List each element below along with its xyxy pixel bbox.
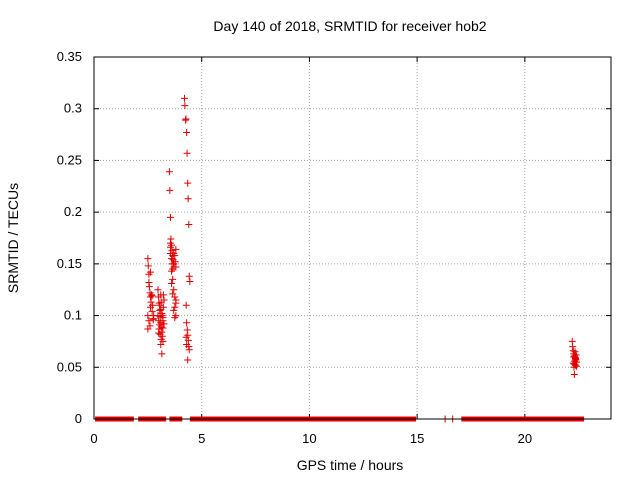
data-point [184, 356, 192, 364]
data-point [154, 286, 162, 294]
x-tick-label: 10 [302, 431, 316, 446]
x-tick-label: 15 [410, 431, 424, 446]
data-point [185, 272, 193, 280]
data-point [166, 213, 174, 221]
data-point [569, 343, 577, 351]
data-point [168, 246, 176, 254]
data-point [166, 186, 174, 194]
data-point [148, 292, 156, 300]
data-point [165, 168, 173, 176]
data-point [181, 102, 189, 110]
data-point [160, 320, 168, 328]
data-point [570, 353, 578, 361]
y-tick-label: 0.3 [64, 101, 82, 116]
data-point [184, 195, 192, 203]
grid [94, 57, 611, 419]
data-point [185, 346, 193, 354]
data-point [147, 298, 155, 306]
data-point [170, 286, 178, 294]
data-point [156, 321, 164, 329]
data-point [145, 317, 153, 325]
x-tick-label: 5 [198, 431, 205, 446]
data-point [572, 358, 580, 366]
data-point [166, 239, 174, 247]
data-point [146, 268, 154, 276]
y-tick-label: 0.35 [57, 49, 82, 64]
data-point [185, 221, 193, 229]
plot-border [93, 56, 612, 420]
data-point [156, 301, 164, 309]
data-point [168, 280, 176, 288]
y-tick-label: 0.25 [57, 152, 82, 167]
data-point [168, 267, 176, 275]
data-point [155, 329, 163, 337]
data-point [159, 303, 167, 311]
data-point [182, 333, 190, 341]
data-point [170, 260, 178, 268]
data-point [148, 291, 156, 299]
data-point [183, 341, 191, 349]
data-point [149, 315, 157, 323]
data-point [148, 307, 156, 315]
data-point [149, 301, 157, 309]
data-point [172, 312, 180, 320]
y-tick-label: 0.15 [57, 256, 82, 271]
chart-title: Day 140 of 2018, SRMTID for receiver hob… [213, 18, 486, 34]
data-point [183, 129, 191, 137]
y-axis-title: SRMTID / TECUs [5, 183, 21, 293]
data-point [171, 303, 179, 311]
data-point [170, 306, 178, 314]
data-point [183, 149, 191, 157]
data-point [157, 341, 165, 349]
data-point [157, 291, 165, 299]
data-point [184, 179, 192, 187]
data-point [570, 363, 578, 371]
data-point [182, 115, 190, 123]
data-point [570, 371, 578, 379]
data-point [144, 255, 152, 263]
data-point [159, 317, 167, 325]
data-point [159, 324, 167, 332]
data-point [172, 296, 180, 304]
data-point [145, 278, 153, 286]
data-point [182, 301, 190, 309]
data-point [171, 252, 179, 260]
tick-labels: 0 0.05 0.1 0.15 0.2 0.25 0.3 0.35 0 5 10 15 20 [57, 49, 532, 446]
x-tick-label: 20 [518, 431, 532, 446]
data-point [156, 330, 164, 338]
x-axis-title: GPS time / hours [297, 457, 404, 473]
y-tick-label: 0.05 [57, 359, 82, 374]
data-point [169, 275, 177, 283]
y-tick-label: 0 [75, 411, 82, 426]
y-tick-label: 0.2 [64, 204, 82, 219]
data-point [158, 350, 166, 358]
data-point [180, 94, 188, 102]
data-point [186, 277, 194, 285]
data-point [183, 319, 191, 327]
y-tick-label: 0.1 [64, 308, 82, 323]
data-point [144, 262, 152, 270]
data-point [172, 245, 180, 253]
data-point [169, 290, 177, 298]
data-point [571, 348, 579, 356]
data-point [144, 325, 152, 333]
data-point [157, 298, 165, 306]
data-point [158, 312, 166, 320]
x-tick-label: 0 [90, 431, 97, 446]
